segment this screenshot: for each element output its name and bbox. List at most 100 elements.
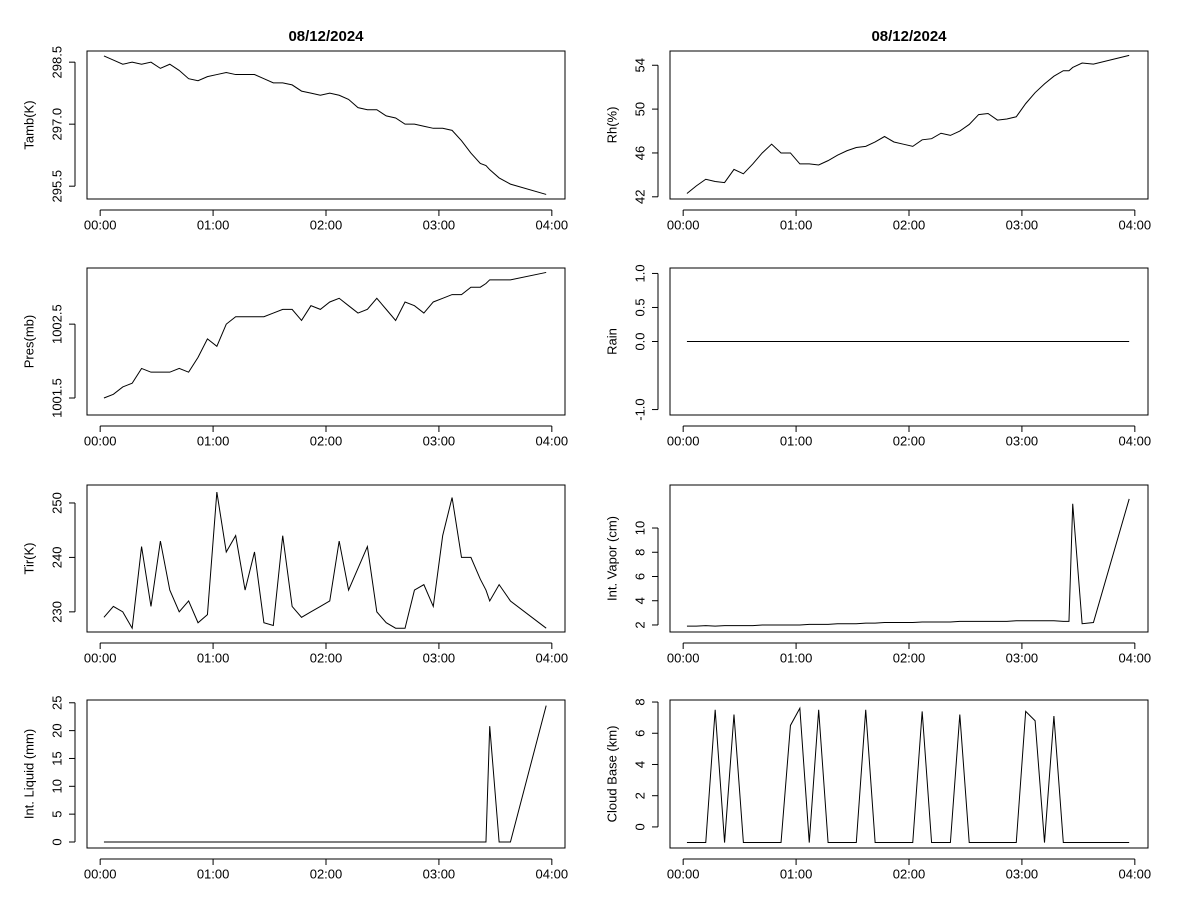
data-line bbox=[686, 706, 1130, 844]
x-tick-label: 00:00 bbox=[84, 866, 117, 881]
y-tick-label: 6 bbox=[632, 573, 647, 580]
x-tick-label: 01:00 bbox=[197, 866, 230, 881]
y-tick-label: 2 bbox=[632, 621, 647, 628]
x-tick-label: 03:00 bbox=[423, 866, 456, 881]
x-tick-label: 03:00 bbox=[1006, 866, 1039, 881]
x-tick-label: 04:00 bbox=[536, 866, 569, 881]
y-tick-label: 1001.5 bbox=[49, 378, 64, 418]
panel: Rain 00:00 01:00 02:00 03:00 04:00 -1.0 0.0 0.5 1… bbox=[604, 264, 1151, 448]
x-tick-label: 04:00 bbox=[1119, 650, 1152, 665]
panel: Cloud Base (km) 00:00 01:00 02:00 03:00 04:00… bbox=[604, 698, 1151, 881]
panel: 08/12/2024 Tamb(K) 00:00 01:00 02:00 03:00 04:… bbox=[21, 28, 568, 232]
y-axis-label: Tamb(K) bbox=[21, 100, 36, 149]
y-tick-label: 5 bbox=[49, 811, 64, 818]
data-line bbox=[103, 705, 547, 843]
y-tick-label: 1.0 bbox=[632, 264, 647, 282]
x-tick-label: 01:00 bbox=[780, 433, 813, 448]
y-tick-label: 10 bbox=[49, 779, 64, 793]
plot-frame bbox=[669, 267, 1149, 416]
x-tick-label: 03:00 bbox=[1006, 650, 1039, 665]
data-line bbox=[103, 492, 547, 630]
y-tick-label: 1002.5 bbox=[49, 304, 64, 344]
y-tick-label: 295.5 bbox=[49, 170, 64, 203]
x-tick-label: 01:00 bbox=[780, 650, 813, 665]
x-tick-label: 04:00 bbox=[1119, 866, 1152, 881]
x-tick-label: 01:00 bbox=[197, 217, 230, 232]
x-tick-label: 00:00 bbox=[667, 433, 700, 448]
y-axis-label: Int. Vapor (cm) bbox=[604, 516, 619, 601]
plot-frame bbox=[86, 484, 566, 633]
y-tick-label: 0 bbox=[632, 823, 647, 830]
plot-frame bbox=[669, 50, 1149, 200]
y-tick-label: 0.5 bbox=[632, 298, 647, 316]
y-axis-label: Rh(%) bbox=[604, 107, 619, 144]
y-tick-label: 25 bbox=[49, 696, 64, 710]
plot-frame bbox=[669, 484, 1149, 633]
x-tick-label: 00:00 bbox=[667, 650, 700, 665]
x-tick-label: 02:00 bbox=[310, 433, 343, 448]
x-tick-label: 02:00 bbox=[893, 217, 926, 232]
data-line bbox=[686, 54, 1130, 194]
x-tick-label: 04:00 bbox=[536, 217, 569, 232]
y-tick-label: 4 bbox=[632, 597, 647, 604]
x-tick-label: 00:00 bbox=[667, 866, 700, 881]
x-tick-label: 00:00 bbox=[667, 217, 700, 232]
y-axis-label: Rain bbox=[604, 328, 619, 355]
x-tick-label: 04:00 bbox=[536, 433, 569, 448]
panel: Pres(mb) 00:00 01:00 02:00 03:00 04:00 1001.5 1… bbox=[21, 267, 569, 448]
x-tick-label: 02:00 bbox=[310, 650, 343, 665]
x-tick-label: 04:00 bbox=[536, 650, 569, 665]
x-tick-label: 02:00 bbox=[893, 650, 926, 665]
x-tick-label: 03:00 bbox=[423, 650, 456, 665]
x-tick-label: 02:00 bbox=[310, 217, 343, 232]
panel-title: 08/12/2024 bbox=[288, 28, 364, 45]
x-tick-label: 01:00 bbox=[780, 217, 813, 232]
y-tick-label: 0.0 bbox=[632, 332, 647, 350]
x-tick-label: 03:00 bbox=[423, 433, 456, 448]
plot-frame bbox=[86, 50, 566, 200]
panel: 08/12/2024 Rh(%) 00:00 01:00 02:00 03:00 04:00… bbox=[604, 28, 1151, 232]
y-tick-label: 0 bbox=[49, 838, 64, 845]
x-tick-label: 01:00 bbox=[197, 650, 230, 665]
y-tick-label: 8 bbox=[632, 698, 647, 705]
x-tick-label: 03:00 bbox=[1006, 433, 1039, 448]
y-tick-label: 54 bbox=[632, 58, 647, 72]
y-tick-label: 50 bbox=[632, 102, 647, 116]
x-tick-label: 02:00 bbox=[893, 433, 926, 448]
data-line bbox=[103, 55, 547, 195]
x-tick-label: 00:00 bbox=[84, 217, 117, 232]
x-tick-label: 04:00 bbox=[1119, 433, 1152, 448]
plot-frame bbox=[86, 699, 566, 849]
y-tick-label: 6 bbox=[632, 730, 647, 737]
y-tick-label: 250 bbox=[49, 492, 64, 514]
data-line bbox=[686, 498, 1130, 627]
y-axis-label: Int. Liquid (mm) bbox=[21, 729, 36, 819]
y-tick-label: 46 bbox=[632, 146, 647, 160]
x-tick-label: 02:00 bbox=[310, 866, 343, 881]
x-tick-label: 04:00 bbox=[1119, 217, 1152, 232]
y-tick-label: 8 bbox=[632, 549, 647, 556]
plot-frame bbox=[86, 267, 566, 416]
y-tick-label: 4 bbox=[632, 761, 647, 768]
y-tick-label: 42 bbox=[632, 190, 647, 204]
y-axis-label: Cloud Base (km) bbox=[604, 726, 619, 823]
y-tick-label: 15 bbox=[49, 751, 64, 765]
panel: Int. Vapor (cm) 00:00 01:00 02:00 03:00 04:00… bbox=[604, 484, 1152, 665]
y-tick-label: 240 bbox=[49, 547, 64, 569]
x-tick-label: 01:00 bbox=[197, 433, 230, 448]
y-axis-label: Tir(K) bbox=[21, 542, 36, 574]
x-tick-label: 02:00 bbox=[893, 866, 926, 881]
plot-frame bbox=[669, 699, 1149, 849]
panel-title: 08/12/2024 bbox=[871, 28, 947, 45]
x-tick-label: 00:00 bbox=[84, 650, 117, 665]
x-tick-label: 00:00 bbox=[84, 433, 117, 448]
x-tick-label: 03:00 bbox=[1006, 217, 1039, 232]
y-tick-label: 10 bbox=[632, 521, 647, 535]
x-tick-label: 01:00 bbox=[780, 866, 813, 881]
y-tick-label: 230 bbox=[49, 601, 64, 623]
y-tick-label: 297.0 bbox=[49, 108, 64, 141]
x-tick-label: 03:00 bbox=[423, 217, 456, 232]
y-tick-label: 20 bbox=[49, 723, 64, 737]
panel: Int. Liquid (mm) 00:00 01:00 02:00 03:00 04:0… bbox=[21, 696, 568, 882]
